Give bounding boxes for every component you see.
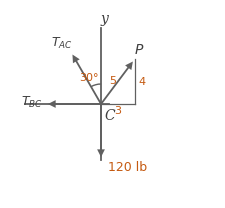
Text: 3: 3 (114, 106, 121, 116)
Text: 5: 5 (109, 76, 116, 86)
Text: $T_{BC}$: $T_{BC}$ (21, 94, 43, 110)
Text: $T_{AC}$: $T_{AC}$ (51, 36, 73, 51)
Text: 30°: 30° (79, 73, 98, 83)
Text: C: C (104, 109, 114, 123)
Text: 120 lb: 120 lb (108, 161, 146, 174)
Text: y: y (100, 12, 108, 26)
Text: 4: 4 (137, 77, 145, 87)
Text: $P$: $P$ (134, 43, 144, 57)
